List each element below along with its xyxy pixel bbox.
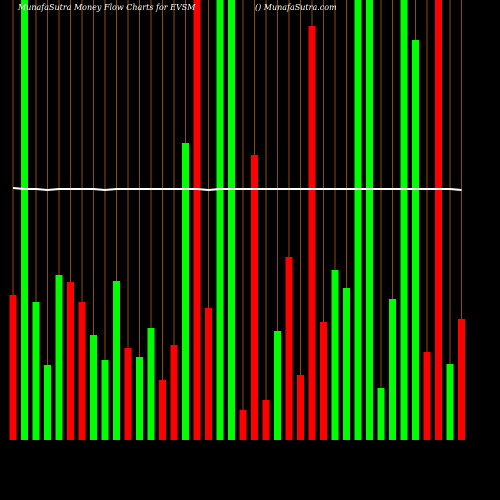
bar — [216, 0, 224, 440]
bar — [446, 364, 454, 440]
chart-title: MunafaSutra Money Flow Charts for EVSM — [17, 3, 196, 12]
bar — [136, 357, 143, 440]
bar — [193, 0, 201, 440]
bar — [9, 295, 17, 440]
bar — [297, 375, 304, 440]
bar — [205, 308, 212, 440]
bar — [67, 282, 74, 440]
bar — [377, 388, 385, 440]
bar — [101, 360, 109, 440]
bar — [44, 365, 51, 440]
bar — [354, 0, 362, 440]
bar — [285, 257, 293, 440]
bar — [458, 319, 465, 440]
bar — [78, 302, 86, 440]
bar — [113, 281, 120, 440]
bar — [147, 328, 155, 440]
bar — [170, 345, 178, 440]
bar — [55, 275, 63, 440]
chart-subtitle: () MunafaSutra.com — [255, 3, 337, 12]
bar — [435, 0, 442, 440]
bar — [331, 270, 339, 440]
bar — [90, 335, 97, 440]
bar — [412, 40, 419, 440]
bar — [274, 331, 281, 440]
bar — [343, 288, 350, 440]
line — [12, 187, 462, 192]
bar — [423, 352, 431, 440]
bar — [308, 26, 316, 440]
bar — [159, 380, 166, 440]
bar — [366, 0, 373, 440]
bar — [32, 302, 40, 440]
bar — [320, 322, 327, 440]
bar — [182, 143, 189, 440]
bar — [228, 0, 235, 440]
bar — [239, 410, 247, 440]
bar — [389, 299, 396, 440]
bar — [124, 348, 132, 440]
bar — [251, 155, 258, 440]
bar — [262, 400, 270, 440]
bar — [400, 0, 408, 440]
bar — [21, 0, 28, 440]
